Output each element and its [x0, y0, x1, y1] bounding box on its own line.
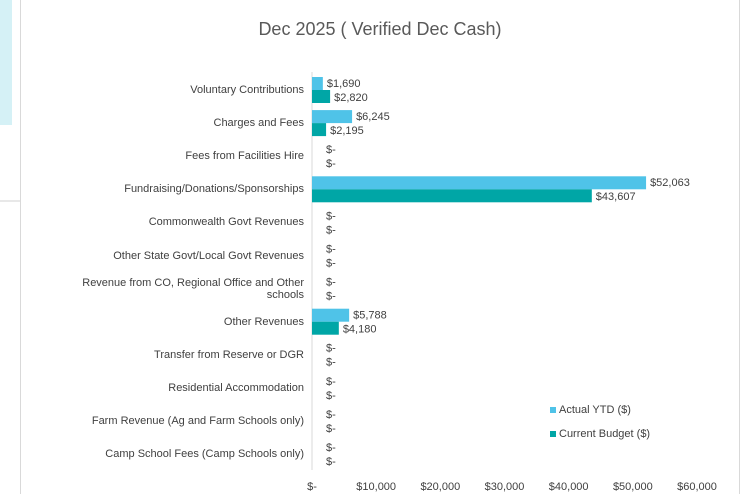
- y-tick-label: Revenue from CO, Regional Office and Oth…: [82, 276, 304, 301]
- value-label: $1,690: [327, 78, 361, 90]
- value-label: $-: [326, 376, 336, 388]
- bar: [312, 321, 339, 335]
- x-tick-label: $50,000: [613, 481, 653, 493]
- y-tick-label: Camp School Fees (Camp Schools only): [105, 448, 304, 461]
- value-label: $43,607: [596, 191, 636, 203]
- value-label: $-: [326, 357, 336, 369]
- x-tick-label: $20,000: [420, 481, 460, 493]
- legend-swatch: [550, 407, 556, 413]
- value-label: $-: [326, 291, 336, 303]
- value-label: $4,180: [343, 324, 377, 336]
- value-label: $52,063: [650, 177, 690, 189]
- y-tick-label: Transfer from Reserve or DGR: [154, 348, 304, 361]
- legend-label: Actual YTD ($): [559, 404, 631, 416]
- x-tick-label: $30,000: [485, 481, 525, 493]
- bar: [312, 90, 331, 103]
- value-label: $5,788: [353, 310, 387, 322]
- y-tick-label: Other State Govt/Local Govt Revenues: [113, 249, 304, 262]
- y-tick-label: Charges and Fees: [213, 117, 305, 130]
- x-tick-label: $40,000: [549, 481, 589, 493]
- bar: [312, 123, 327, 137]
- value-label: $6,245: [356, 111, 390, 123]
- x-tick-label: $10,000: [356, 481, 396, 493]
- y-tick-label: Other Revenues: [223, 315, 304, 328]
- value-label: $-: [326, 277, 336, 289]
- legend-swatch: [550, 431, 556, 437]
- y-tick-label: Voluntary Contributions: [190, 84, 304, 96]
- bar: [312, 176, 647, 190]
- bar: [312, 77, 323, 90]
- bar: [312, 189, 592, 203]
- value-label: $-: [326, 423, 336, 435]
- legend-label: Current Budget ($): [559, 428, 650, 440]
- y-tick-label: Commonwealth Govt Revenues: [148, 216, 304, 229]
- value-label: $-: [326, 243, 336, 255]
- bar: [312, 308, 350, 322]
- y-tick-label: Fees from Facilities Hire: [185, 150, 304, 163]
- value-label: $-: [326, 257, 336, 269]
- value-label: $-: [326, 210, 336, 222]
- value-label: $2,820: [334, 92, 368, 104]
- x-tick-label: $-: [307, 481, 317, 493]
- value-label: $-: [326, 144, 336, 156]
- value-label: $-: [326, 343, 336, 355]
- x-tick-label: $60,000: [677, 481, 717, 493]
- y-tick-label: Fundraising/Donations/Sponsorships: [124, 183, 304, 196]
- value-label: $-: [326, 390, 336, 402]
- value-label: $-: [326, 224, 336, 236]
- value-label: $2,195: [330, 125, 364, 137]
- chart-title: Dec 2025 ( Verified Dec Cash): [258, 19, 501, 39]
- value-label: $-: [326, 456, 336, 468]
- value-label: $-: [326, 409, 336, 421]
- side-strip: [0, 0, 12, 125]
- value-label: $-: [326, 158, 336, 170]
- y-tick-label: Farm Revenue (Ag and Farm Schools only): [91, 415, 304, 427]
- y-tick-label: Residential Accommodation: [168, 381, 304, 394]
- chart-frame: [20, 0, 740, 494]
- bar: [312, 110, 353, 124]
- value-label: $-: [326, 442, 336, 454]
